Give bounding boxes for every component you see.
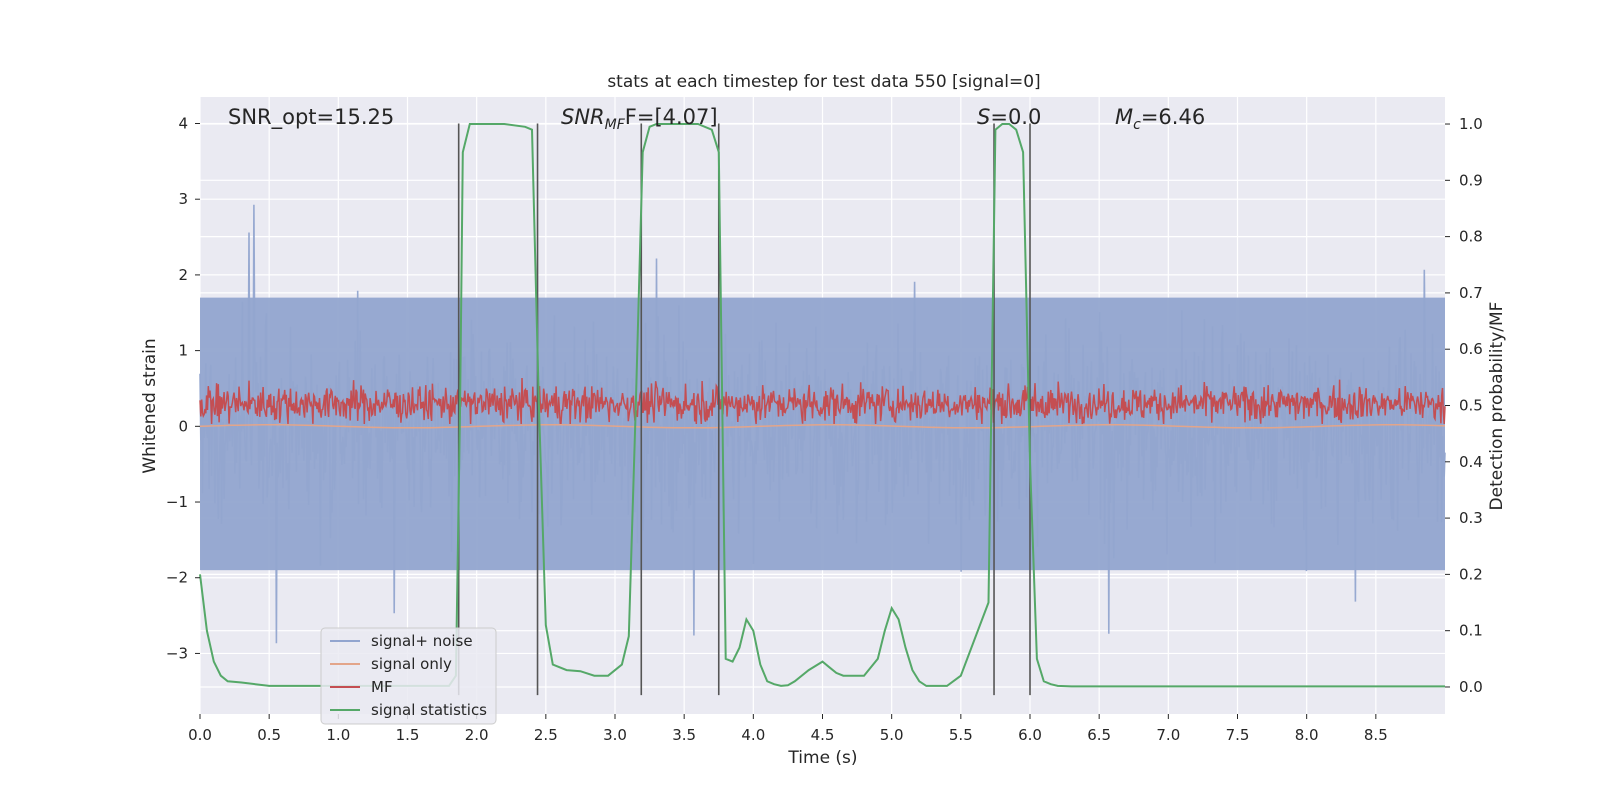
y-tick-label: −3 bbox=[166, 644, 188, 662]
y2-tick-label: 0.6 bbox=[1459, 340, 1483, 358]
mc-main: M bbox=[1115, 105, 1133, 129]
x-tick-label: 5.5 bbox=[949, 726, 973, 744]
signal-noise-core bbox=[200, 297, 1445, 571]
signal-statistics-series bbox=[199, 123, 1445, 688]
y2-tick-label: 0.3 bbox=[1459, 509, 1483, 527]
x-tick-label: 0.5 bbox=[257, 726, 281, 744]
x-tick-label: 2.0 bbox=[465, 726, 489, 744]
y2-axis-ticks: 1.0 0.9 0.8 0.7 0.6 0.5 0.4 0.3 0.2 0.1 0.0 bbox=[1445, 115, 1483, 696]
x-tick-label: 8.0 bbox=[1295, 726, 1319, 744]
x-tick-label: 2.5 bbox=[534, 726, 558, 744]
x-tick-label: 8.5 bbox=[1364, 726, 1388, 744]
s-rest: =0.0 bbox=[990, 105, 1041, 129]
x-tick-label: 1.5 bbox=[396, 726, 420, 744]
snr-mf-sub: MF bbox=[605, 117, 626, 133]
x-tick-label: 4.0 bbox=[741, 726, 765, 744]
y-tick-label: 1 bbox=[178, 342, 188, 360]
mc-rest: =6.46 bbox=[1141, 105, 1205, 129]
signal-only-line bbox=[199, 424, 1446, 429]
legend-box bbox=[320, 627, 497, 725]
y-tick-label: 4 bbox=[178, 114, 188, 132]
y-tick-label: 3 bbox=[178, 190, 188, 208]
x-tick-label: 1.0 bbox=[326, 726, 350, 744]
x-tick-label: 6.0 bbox=[1018, 726, 1042, 744]
y2-tick-label: 0.4 bbox=[1459, 453, 1483, 471]
snr-opt-annotation: SNR_opt=15.25 bbox=[228, 105, 394, 130]
legend: signal+ noise signal only MF signal stat… bbox=[320, 627, 497, 725]
y2-tick-label: 0.9 bbox=[1459, 171, 1483, 189]
x-tick-label: 5.0 bbox=[880, 726, 904, 744]
x-tick-label: 0.0 bbox=[188, 726, 212, 744]
mc-annotation: Mc=6.46 bbox=[1115, 105, 1205, 133]
legend-label-signal-noise: signal+ noise bbox=[371, 632, 473, 650]
snr-mf-annotation: SNRMFF=[4.07] bbox=[561, 105, 718, 133]
mc-sub: c bbox=[1133, 117, 1141, 133]
s-main: S bbox=[977, 105, 990, 129]
y2-tick-label: 1.0 bbox=[1459, 115, 1483, 133]
y2-tick-label: 0.2 bbox=[1459, 565, 1483, 583]
y2-tick-label: 0.0 bbox=[1459, 678, 1483, 696]
y-axis-label: Whitened strain bbox=[140, 338, 160, 473]
x-tick-label: 6.5 bbox=[1087, 726, 1111, 744]
y-tick-label: −2 bbox=[166, 569, 188, 587]
x-tick-label: 3.5 bbox=[672, 726, 696, 744]
y-tick-label: −1 bbox=[166, 493, 188, 511]
legend-label-signal-statistics: signal statistics bbox=[371, 701, 487, 719]
x-tick-label: 7.0 bbox=[1156, 726, 1180, 744]
signal-statistics-line bbox=[199, 123, 1445, 688]
y2-tick-label: 0.8 bbox=[1459, 228, 1483, 246]
x-tick-label: 4.5 bbox=[811, 726, 835, 744]
chart-title: stats at each timestep for test data 550… bbox=[607, 72, 1040, 92]
legend-label-signal-only: signal only bbox=[371, 655, 452, 673]
y-tick-label: 2 bbox=[178, 266, 188, 284]
y2-tick-label: 0.7 bbox=[1459, 284, 1483, 302]
y2-tick-label: 0.5 bbox=[1459, 397, 1483, 415]
x-axis-label: Time (s) bbox=[787, 748, 857, 768]
x-tick-label: 3.0 bbox=[603, 726, 627, 744]
legend-label-mf: MF bbox=[371, 678, 393, 696]
mf-series bbox=[199, 377, 1446, 425]
s-annotation: S=0.0 bbox=[977, 105, 1041, 129]
y2-tick-label: 0.1 bbox=[1459, 622, 1483, 640]
snr-mf-main: SNR bbox=[561, 105, 605, 129]
x-tick-label: 7.5 bbox=[1226, 726, 1250, 744]
signal-only-series bbox=[199, 424, 1446, 429]
y-axis-ticks: 4 3 2 1 0 −1 −2 −3 bbox=[166, 114, 200, 662]
snr-mf-rest: F=[4.07] bbox=[625, 105, 718, 129]
y-tick-label: 0 bbox=[178, 417, 188, 435]
mf-line bbox=[199, 377, 1446, 425]
y2-axis-label: Detection probability/MF bbox=[1487, 302, 1507, 511]
signal-noise-series bbox=[199, 204, 1446, 644]
x-axis-ticks: 0.0 0.5 1.0 1.5 2.0 2.5 3.0 3.5 4.0 4.5 5.0 5.5 6.0 6… bbox=[188, 714, 1388, 744]
